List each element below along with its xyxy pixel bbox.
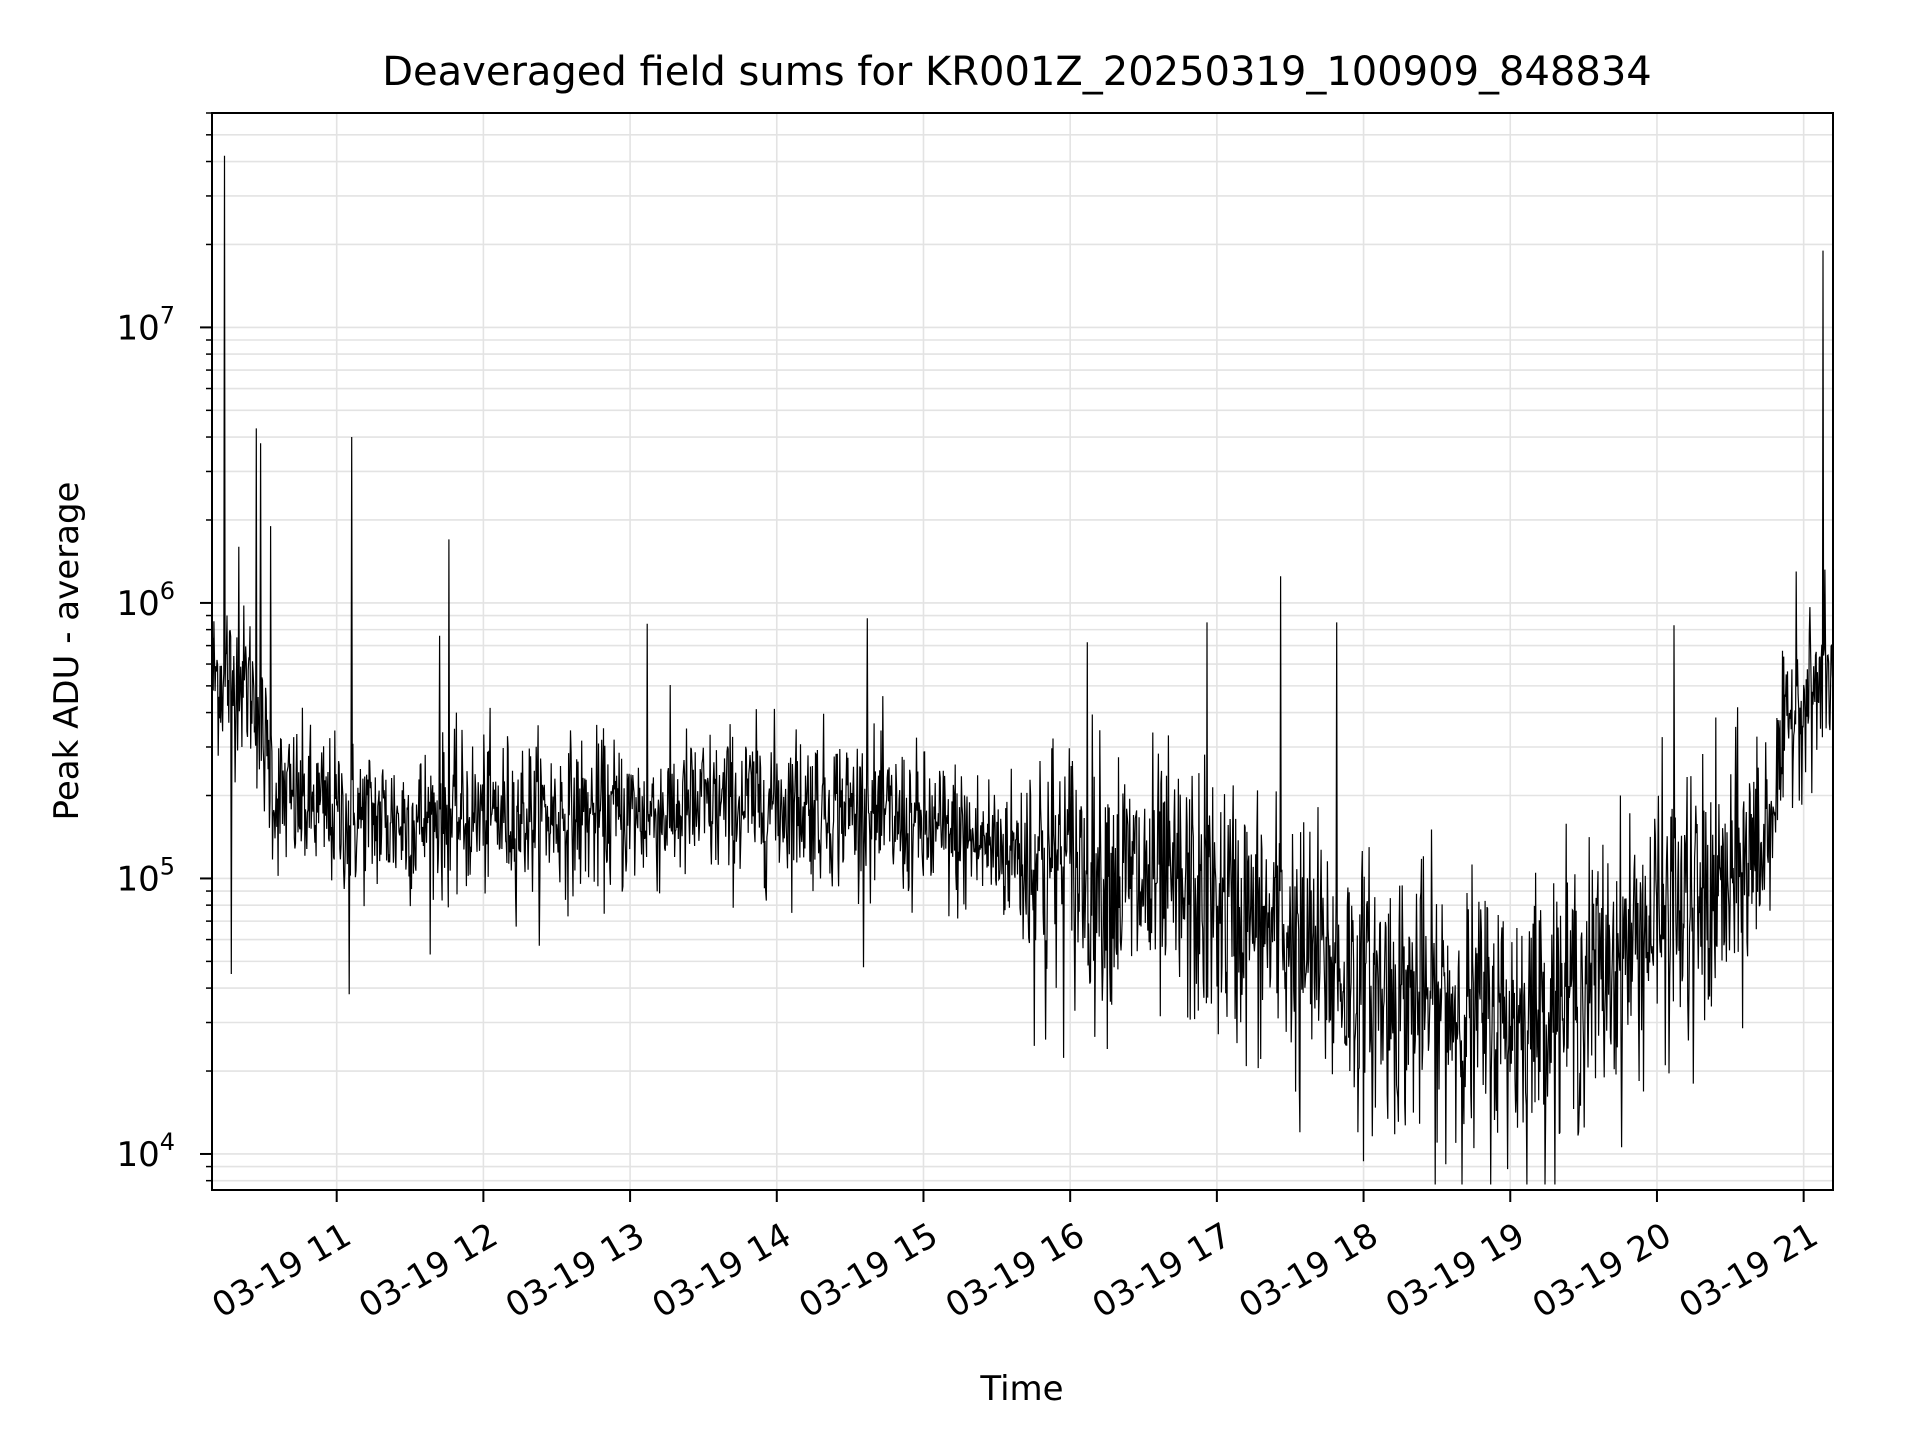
x-axis-label: Time — [979, 1369, 1063, 1409]
y-tick-label: 106 — [116, 577, 175, 624]
grid-minor-lines — [212, 112, 1833, 1182]
y-tick-label: 104 — [116, 1128, 175, 1175]
y-tick-label: 105 — [116, 852, 175, 899]
series-layer — [211, 155, 1834, 1185]
y-axis: 104 105 106 107 — [116, 112, 212, 1182]
series-line — [211, 155, 1834, 1185]
plot-frame — [211, 112, 1834, 1191]
y-axis-label: Peak ADU - average — [47, 482, 87, 821]
chart-title: Deaveraged field sums for KR001Z_2025031… — [382, 49, 1651, 95]
y-tick-label: 107 — [116, 301, 175, 348]
